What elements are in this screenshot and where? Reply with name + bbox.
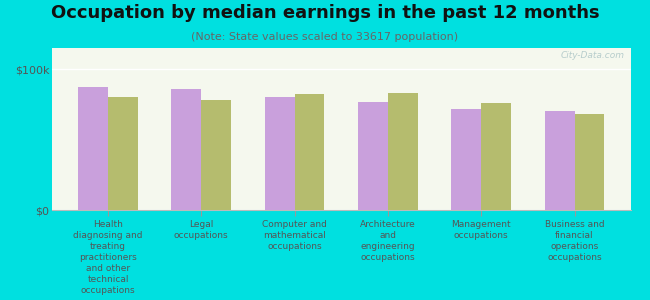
Bar: [172, 89, 202, 210]
Bar: [202, 100, 231, 210]
Bar: [451, 109, 481, 210]
Bar: [358, 101, 388, 210]
Bar: [575, 114, 604, 210]
Bar: [294, 94, 324, 210]
Text: Occupation by median earnings in the past 12 months: Occupation by median earnings in the pas…: [51, 4, 599, 22]
Bar: [545, 111, 575, 210]
Bar: [78, 87, 108, 210]
Bar: [481, 103, 511, 210]
Text: (Note: State values scaled to 33617 population): (Note: State values scaled to 33617 popu…: [192, 32, 458, 41]
Text: City-Data.com: City-Data.com: [561, 51, 625, 60]
Bar: [108, 97, 138, 210]
Bar: [265, 97, 294, 210]
Bar: [388, 93, 418, 210]
